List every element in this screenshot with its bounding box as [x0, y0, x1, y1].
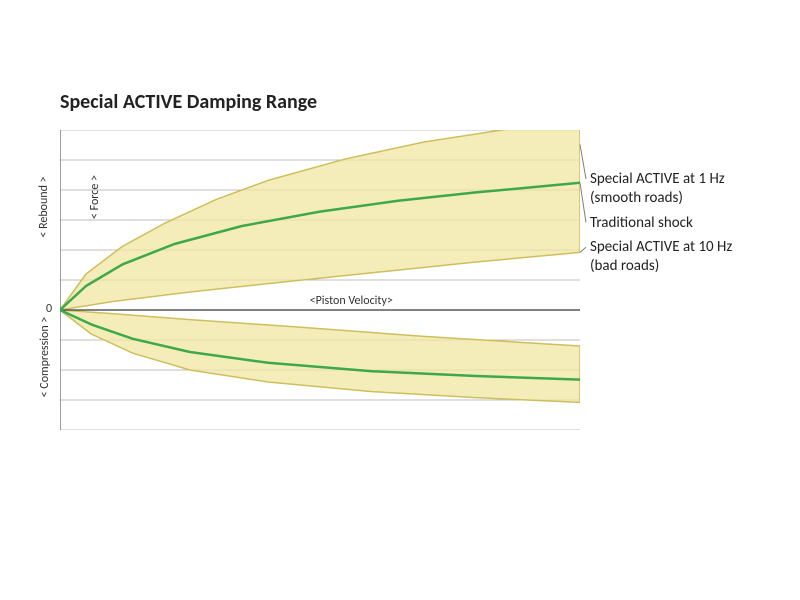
chart-svg — [60, 130, 580, 430]
chart-title: Special ACTIVE Damping Range — [60, 90, 317, 114]
legend-item: Special ACTIVE at 1 Hz(smooth roads) — [590, 170, 790, 208]
legend-text: Traditional shock — [590, 214, 790, 233]
y-axis-labels: < Rebound > < Compression > — [30, 130, 50, 430]
legend-item: Traditional shock — [590, 214, 790, 233]
x-axis-label: <Piston Velocity> — [310, 294, 393, 308]
zero-label: 0 — [46, 302, 52, 316]
damping-chart — [60, 130, 580, 430]
legend-subtext: (bad roads) — [590, 257, 790, 276]
legend-text: Special ACTIVE at 10 Hz — [590, 238, 790, 257]
legend-item: Special ACTIVE at 10 Hz(bad roads) — [590, 238, 790, 276]
rebound-label: < Rebound > — [37, 157, 51, 257]
legend-text: Special ACTIVE at 1 Hz — [590, 170, 790, 189]
legend: Special ACTIVE at 1 Hz(smooth roads) Trad… — [590, 170, 790, 282]
legend-subtext: (smooth roads) — [590, 189, 790, 208]
